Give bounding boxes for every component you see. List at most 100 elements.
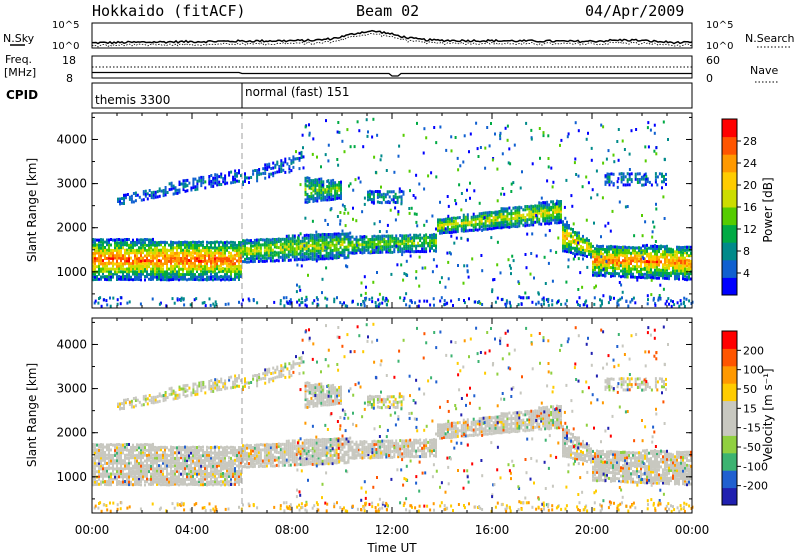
power-cell — [408, 207, 411, 210]
velocity-cell — [200, 480, 202, 484]
power-cell — [152, 264, 154, 268]
power-cell — [158, 248, 160, 252]
velocity-cell — [176, 467, 178, 471]
power-cell — [345, 237, 348, 241]
velocity-cell — [124, 453, 126, 457]
power-cell — [626, 205, 629, 208]
power-cell — [439, 229, 441, 233]
velocity-cell — [124, 443, 126, 446]
power-cell — [232, 270, 234, 273]
power-cell — [192, 275, 194, 279]
velocity-cell — [180, 454, 182, 457]
power-cell — [624, 272, 626, 276]
power-cell — [403, 272, 406, 276]
power-cell — [410, 206, 413, 210]
power-cell — [305, 236, 308, 240]
velocity-cell — [108, 477, 110, 481]
power-cell — [507, 161, 510, 165]
power-cell — [478, 300, 481, 304]
power-cell — [326, 190, 329, 194]
power-cell — [576, 300, 579, 304]
power-cell — [166, 270, 168, 274]
power-cell — [644, 182, 647, 186]
power-cell — [96, 259, 98, 263]
power-cell — [636, 276, 638, 279]
velocity-cell — [162, 472, 164, 476]
power-cell — [311, 301, 314, 305]
power-cell — [312, 179, 315, 183]
power-cell — [257, 246, 260, 250]
power-cell — [614, 267, 616, 270]
power-cell — [94, 278, 96, 281]
power-cell — [250, 247, 252, 251]
power-cell — [216, 259, 218, 263]
power-cell — [469, 181, 471, 185]
power-cell — [654, 252, 656, 256]
power-cell — [452, 304, 454, 307]
power-cell — [166, 267, 168, 271]
power-cell — [490, 211, 493, 215]
power-cell — [222, 243, 224, 247]
power-cell — [664, 273, 666, 277]
power-cell — [437, 223, 439, 227]
power-cell — [411, 236, 414, 240]
power-cell — [628, 261, 630, 265]
power-cell — [666, 252, 668, 256]
velocity-cell — [114, 448, 116, 452]
power-cell — [144, 262, 146, 266]
power-cell — [210, 245, 212, 249]
velocity-cell — [156, 448, 158, 452]
power-cell — [299, 183, 302, 187]
power-cell — [646, 243, 648, 247]
power-cell — [154, 193, 157, 197]
power-cell — [568, 242, 570, 246]
power-cell — [285, 234, 288, 238]
power-cell — [206, 270, 208, 274]
power-cell — [126, 272, 128, 276]
power-cell — [417, 236, 420, 240]
power-cell — [240, 246, 242, 250]
velocity-cell — [186, 454, 188, 457]
power-cell — [204, 267, 206, 271]
power-cell — [154, 243, 156, 247]
power-cell — [482, 222, 485, 226]
power-cell — [296, 263, 299, 267]
power-cell — [224, 179, 227, 183]
power-cell — [309, 238, 312, 242]
power-cell — [146, 264, 148, 268]
power-cell — [196, 264, 198, 268]
power-cell — [460, 227, 463, 231]
power-cell — [198, 254, 200, 258]
power-cell — [96, 249, 98, 253]
power-cell — [313, 238, 316, 242]
power-cell — [198, 246, 200, 250]
power-cell — [544, 211, 547, 215]
power-cell — [202, 249, 204, 253]
power-cell — [379, 248, 382, 252]
power-cell — [220, 240, 222, 244]
power-cell — [598, 268, 600, 272]
velocity-cell — [136, 464, 138, 468]
power-cell — [686, 278, 688, 282]
power-cell — [128, 278, 130, 282]
power-cell — [415, 250, 418, 254]
power-cell — [226, 264, 228, 268]
power-cell — [146, 259, 148, 263]
power-cell — [194, 243, 196, 247]
power-cell — [230, 181, 233, 185]
velocity-cell — [92, 450, 94, 454]
power-cell — [604, 258, 606, 262]
power-cell — [661, 180, 663, 184]
power-cell — [640, 254, 642, 258]
power-cell — [238, 275, 240, 279]
power-cell — [417, 241, 420, 245]
power-cell — [682, 259, 684, 263]
power-cell — [232, 178, 235, 181]
power-cell — [210, 272, 212, 276]
power-cell — [261, 243, 264, 247]
power-cell — [301, 255, 304, 259]
power-cell — [116, 251, 118, 255]
power-cell — [598, 262, 600, 266]
power-cell — [258, 172, 261, 176]
velocity-cell — [130, 456, 132, 460]
